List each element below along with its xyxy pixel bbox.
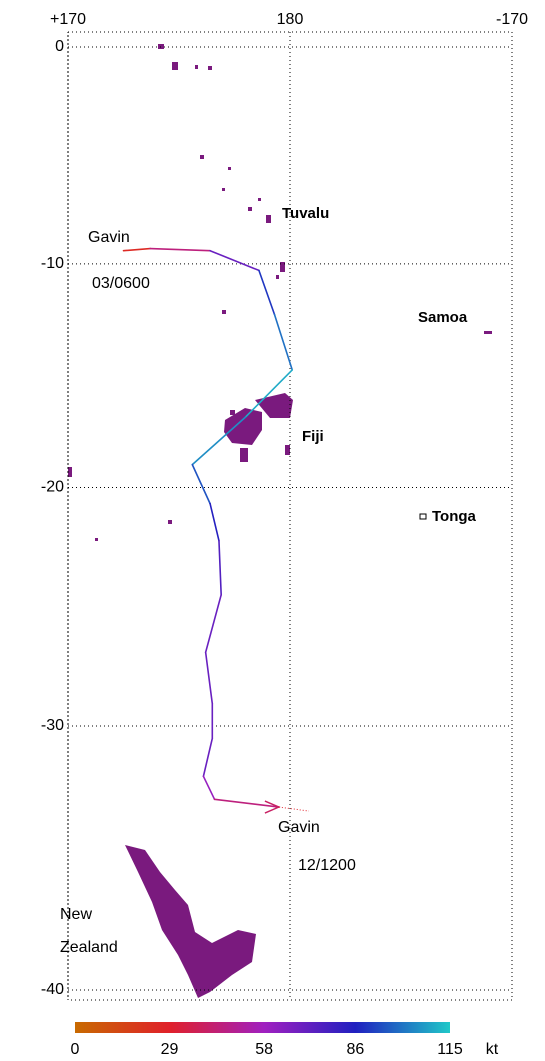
place-label: New	[60, 906, 92, 923]
colorbar-tick-label: 58	[255, 1041, 273, 1058]
colorbar	[75, 1022, 450, 1033]
place-label: Samoa	[418, 309, 468, 326]
colorbar-tick-label: 29	[161, 1041, 179, 1058]
land	[68, 44, 492, 998]
place-label: Fiji	[302, 428, 324, 445]
track-segment	[149, 247, 211, 252]
track-segment	[204, 651, 214, 705]
y-tick-label: -30	[41, 717, 64, 734]
storm-label: Gavin	[88, 229, 130, 246]
x-tick-label: 180	[277, 11, 304, 28]
y-tick-label: -20	[41, 479, 64, 496]
colorbar-tick-label: 86	[347, 1041, 365, 1058]
colorbar-tick-label: 115	[437, 1041, 463, 1058]
track-segment	[191, 463, 211, 505]
x-tick-label: -170	[496, 11, 528, 28]
track-segment	[209, 502, 220, 542]
track-segment	[273, 313, 294, 371]
track-segment	[202, 775, 216, 801]
islands	[68, 44, 293, 541]
colorbar-unit: kt	[486, 1041, 499, 1058]
x-tick-label: +170	[50, 11, 86, 28]
colorbar-tick-label: 0	[71, 1041, 80, 1058]
place-label: Tonga	[432, 508, 477, 525]
track-segment	[204, 594, 222, 654]
place-label: Zealand	[60, 939, 118, 956]
y-tick-label: -10	[41, 255, 64, 272]
new-zealand-shape	[125, 845, 256, 998]
track-segment	[258, 269, 276, 316]
y-tick-label: -40	[41, 981, 64, 998]
place-label: Tuvalu	[282, 205, 329, 222]
track-segment	[202, 737, 214, 778]
track-segment	[209, 249, 260, 272]
track-segment	[122, 247, 151, 252]
y-tick-label: 0	[55, 38, 64, 55]
track-segment	[244, 369, 294, 418]
storm-time: 03/0600	[92, 275, 150, 292]
samoa-shape	[484, 331, 492, 334]
track-segment	[213, 798, 280, 808]
storm-label: Gavin	[278, 819, 320, 836]
track-forecast	[278, 806, 309, 812]
tonga-shape	[419, 513, 427, 520]
track-segment	[191, 416, 247, 466]
storm-time: 12/1200	[298, 857, 356, 874]
track-segment	[218, 539, 222, 596]
